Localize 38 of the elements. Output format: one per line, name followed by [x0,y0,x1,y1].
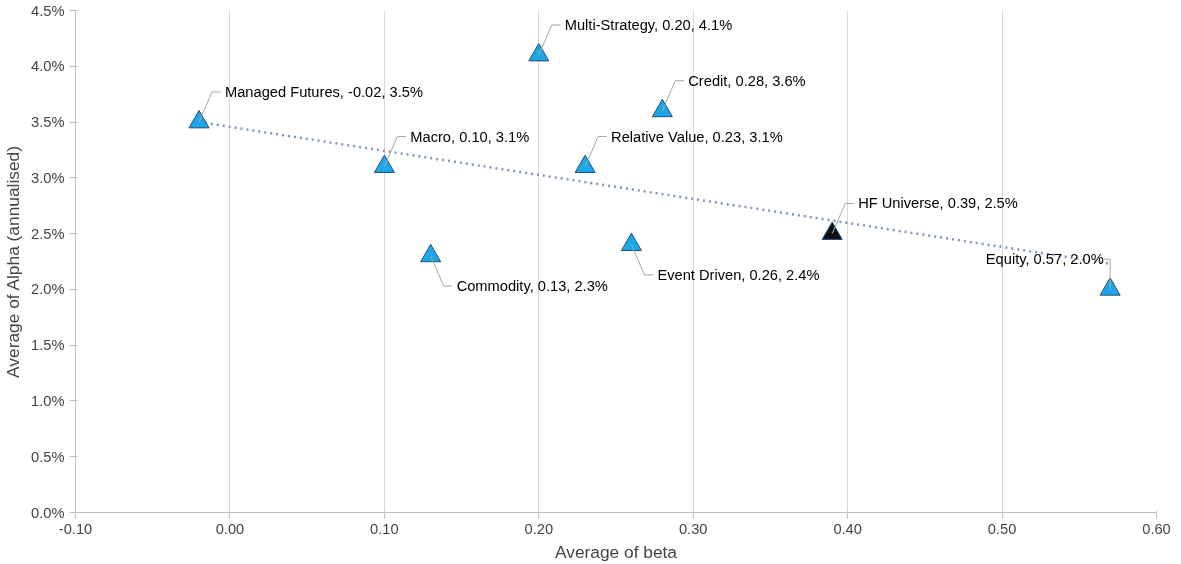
point [528,43,550,62]
y-tick-label: 0.5% [31,448,65,465]
x-tick-label: 0.00 [215,520,245,537]
annotation: HF Universe, 0.39, 2.5% [858,195,1018,212]
x-tick-label: 0.10 [370,520,399,537]
y-tick-label: 4.0% [31,58,65,75]
point [651,98,673,118]
y-tick-label: 4.5% [31,2,65,19]
y-tick-label: 3.0% [31,169,65,186]
x-tick-label: 0.60 [1142,520,1171,537]
annotation: Macro, 0.10, 3.1% [410,128,530,145]
point [821,221,843,240]
point [420,243,442,263]
annotation: Equity, 0.57, 2.0% [985,251,1104,268]
x-tick-label: 0.50 [987,520,1017,537]
y-tick-label: 1.0% [31,392,65,409]
y-tick-label: 0.0% [31,504,65,521]
annotation: Event Driven, 0.26, 2.4% [657,266,820,283]
point [373,154,395,173]
y-tick-label: 2.5% [31,225,65,242]
point [1099,277,1121,296]
x-tick-label: 0.30 [678,520,708,537]
point [188,110,210,129]
y-tick-label: 2.0% [31,281,65,298]
annotation: Multi-Strategy, 0.20, 4.1% [564,17,733,33]
x-tick-label: 0.40 [833,520,862,537]
y-tick-label: 3.5% [31,114,65,131]
x-axis-title: Average of beta [554,541,678,562]
x-tick-label: 0.20 [524,520,554,537]
annotation: Commodity, 0.13, 2.3% [456,278,608,295]
x-tick-label: -0.10 [58,520,93,537]
annotation: Relative Value, 0.23, 3.1% [611,128,783,145]
point [620,232,642,252]
point [574,154,596,173]
y-tick-label: 1.5% [31,337,65,354]
annotation: Managed Futures, -0.02, 3.5% [224,83,423,100]
annotation: Credit, 0.28, 3.6% [688,72,806,89]
y-axis-title: Average of Alpha (annualised) [3,146,24,378]
